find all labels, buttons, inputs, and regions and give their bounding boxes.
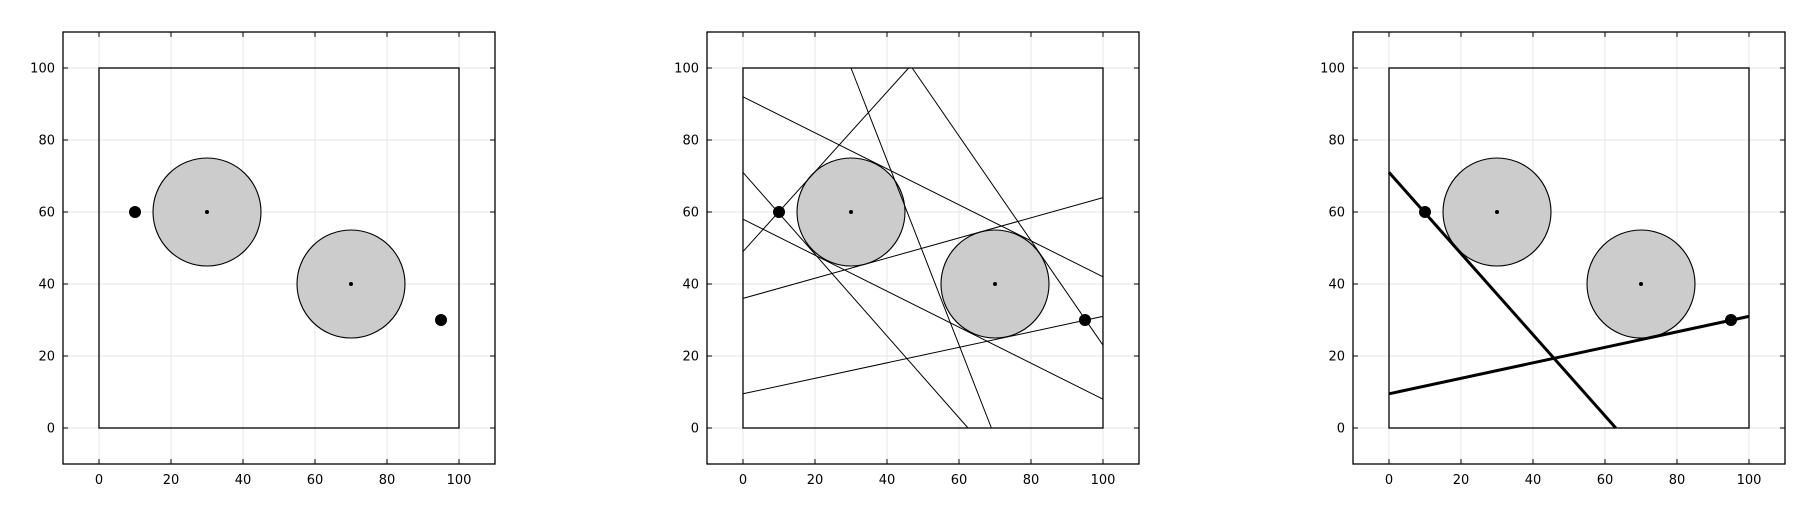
x-tick-label: 60 — [951, 473, 968, 488]
panel-2: 0 20 40 60 80 100 0 20 40 60 80 100 — [674, 31, 1140, 488]
line-6 — [742, 315, 1104, 395]
y-tick-label: 20 — [682, 350, 699, 365]
x-tick-label: 100 — [1091, 473, 1116, 488]
boundary-rect — [1388, 67, 1750, 429]
y-tick-label: 60 — [1328, 206, 1345, 221]
y-tick-label: 80 — [38, 134, 55, 149]
y-tick-label: 20 — [1328, 350, 1345, 365]
line-5 — [742, 197, 1104, 299]
line-3 — [742, 96, 1104, 278]
x-tick-label: 60 — [1597, 473, 1614, 488]
y-tick-label: 100 — [1320, 62, 1345, 77]
line-2 — [742, 67, 909, 252]
obstacle-center-1 — [849, 210, 853, 214]
point-1 — [773, 206, 785, 218]
x-tick-label: 20 — [1453, 473, 1470, 488]
y-tick-label: 20 — [38, 350, 55, 365]
lines — [742, 67, 1104, 429]
obstacle-center-2 — [349, 282, 353, 286]
panel-3: 0 20 40 60 80 100 0 20 40 60 80 100 — [1320, 31, 1786, 488]
x-tick-label: 20 — [163, 473, 180, 488]
x-tick-label: 40 — [1525, 473, 1542, 488]
axes-frame — [62, 31, 496, 465]
point-2 — [1079, 314, 1091, 326]
x-tick-label: 20 — [807, 473, 824, 488]
grid — [1353, 32, 1785, 464]
y-tick-label: 0 — [691, 422, 699, 437]
y-tick-label: 40 — [682, 278, 699, 293]
panel-1: 0 20 40 60 80 100 0 20 40 60 80 100 — [30, 31, 496, 488]
obstacle-center-1 — [205, 210, 209, 214]
x-tick-label: 100 — [447, 473, 472, 488]
y-tick-label: 40 — [38, 278, 55, 293]
obstacle-center-1 — [1495, 210, 1499, 214]
point-1 — [129, 206, 141, 218]
line-7 — [850, 67, 992, 429]
x-tick-label: 0 — [95, 473, 103, 488]
point-1 — [1419, 206, 1431, 218]
boundary-rect — [742, 67, 1104, 429]
obstacle-center-2 — [993, 282, 997, 286]
y-tick-label: 40 — [1328, 278, 1345, 293]
y-tick-label: 100 — [674, 62, 699, 77]
x-tick-label: 0 — [739, 473, 747, 488]
x-tick-label: 100 — [1737, 473, 1762, 488]
boundary-rect — [98, 67, 460, 429]
line-8 — [911, 67, 1104, 346]
point-2 — [435, 314, 447, 326]
y-tick-label: 80 — [682, 134, 699, 149]
x-tick-label: 0 — [1385, 473, 1393, 488]
point-2 — [1725, 314, 1737, 326]
x-tick-label: 80 — [1669, 473, 1686, 488]
line-4 — [742, 218, 1104, 400]
y-tick-label: 0 — [47, 422, 55, 437]
x-tick-label: 60 — [307, 473, 324, 488]
y-tick-label: 60 — [682, 206, 699, 221]
axes-frame — [706, 31, 1140, 465]
y-tick-label: 80 — [1328, 134, 1345, 149]
y-tick-label: 0 — [1337, 422, 1345, 437]
line-2 — [1388, 314, 1750, 396]
obstacle-center-2 — [1639, 282, 1643, 286]
y-tick-label: 60 — [38, 206, 55, 221]
x-tick-label: 80 — [379, 473, 396, 488]
grid — [63, 32, 495, 464]
y-tick-label: 100 — [30, 62, 55, 77]
axes-frame — [1352, 31, 1786, 465]
x-tick-label: 40 — [235, 473, 252, 488]
x-tick-label: 80 — [1023, 473, 1040, 488]
x-tick-label: 40 — [879, 473, 896, 488]
